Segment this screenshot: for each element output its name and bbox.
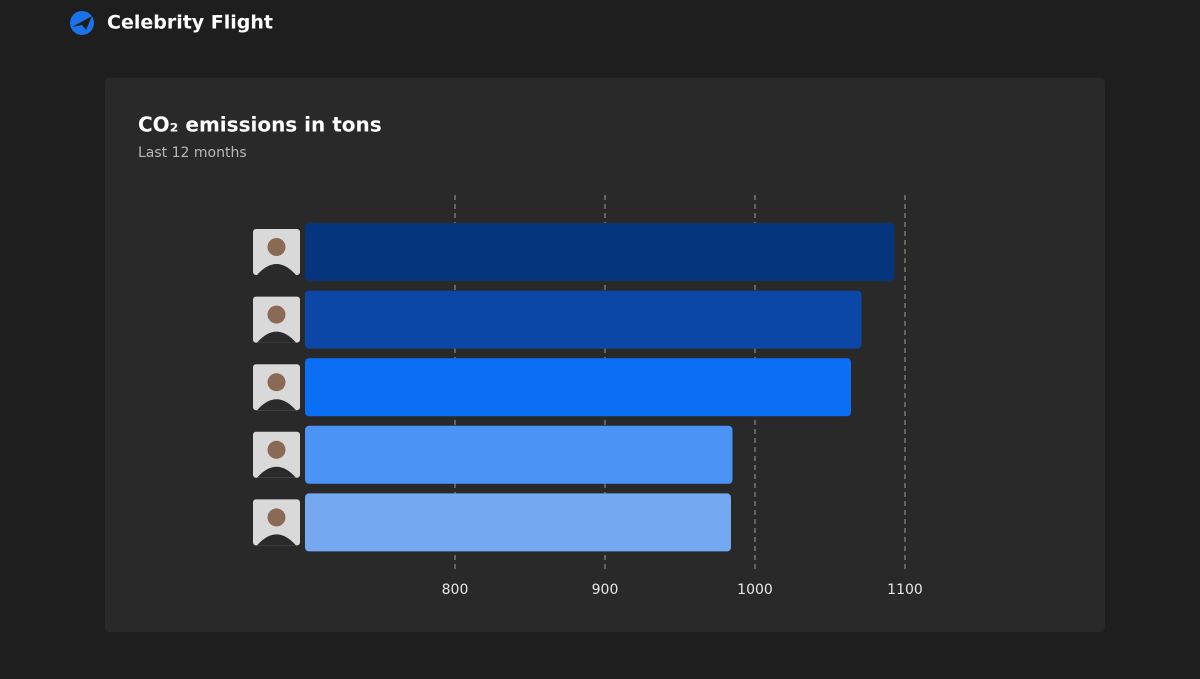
avatar-head (267, 305, 286, 324)
avatar (253, 229, 300, 275)
avatar (253, 364, 300, 411)
x-tick-label: 1100 (887, 582, 923, 598)
avatar-body (257, 399, 296, 411)
bar (305, 223, 895, 281)
chart-title: CO₂ emissions in tons (138, 113, 382, 137)
avatar-body (257, 534, 296, 546)
x-tick-label: 900 (592, 582, 619, 598)
logo (70, 11, 94, 35)
avatar (253, 499, 300, 546)
avatar-head (267, 440, 286, 459)
bar (305, 493, 731, 552)
avatar-head (267, 373, 286, 392)
x-tick-label: 1000 (737, 582, 773, 598)
avatar (253, 296, 300, 343)
grid: 080090010001100 (442, 195, 923, 598)
bar (305, 425, 733, 484)
avatar-body (257, 466, 296, 478)
bars (253, 223, 895, 552)
bar (305, 290, 862, 349)
bar (305, 358, 851, 417)
avatar-body (257, 331, 296, 343)
avatar (253, 431, 300, 478)
avatar-head (267, 508, 286, 527)
avatar-body (257, 264, 296, 275)
chart-subtitle: Last 12 months (138, 145, 247, 161)
avatar-head (267, 238, 286, 256)
x-tick-label: 800 (442, 582, 469, 598)
brand: Celebrity Flight (107, 12, 273, 34)
